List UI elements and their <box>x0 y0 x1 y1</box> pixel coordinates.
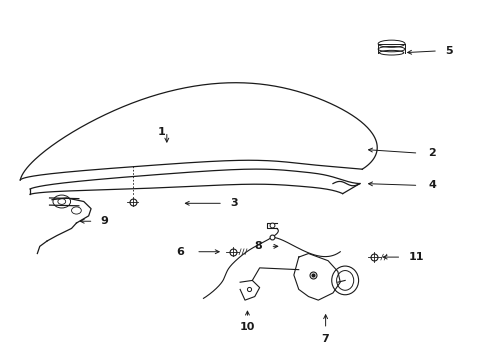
Text: 4: 4 <box>428 180 436 190</box>
Text: 9: 9 <box>101 216 109 226</box>
Text: 7: 7 <box>322 334 329 344</box>
Text: 6: 6 <box>176 247 184 257</box>
Text: 3: 3 <box>230 198 238 208</box>
Text: 5: 5 <box>445 46 453 56</box>
Text: 8: 8 <box>254 241 262 251</box>
Text: 2: 2 <box>428 148 436 158</box>
Text: 10: 10 <box>240 321 255 332</box>
Text: 11: 11 <box>409 252 424 262</box>
Text: 1: 1 <box>158 127 166 136</box>
